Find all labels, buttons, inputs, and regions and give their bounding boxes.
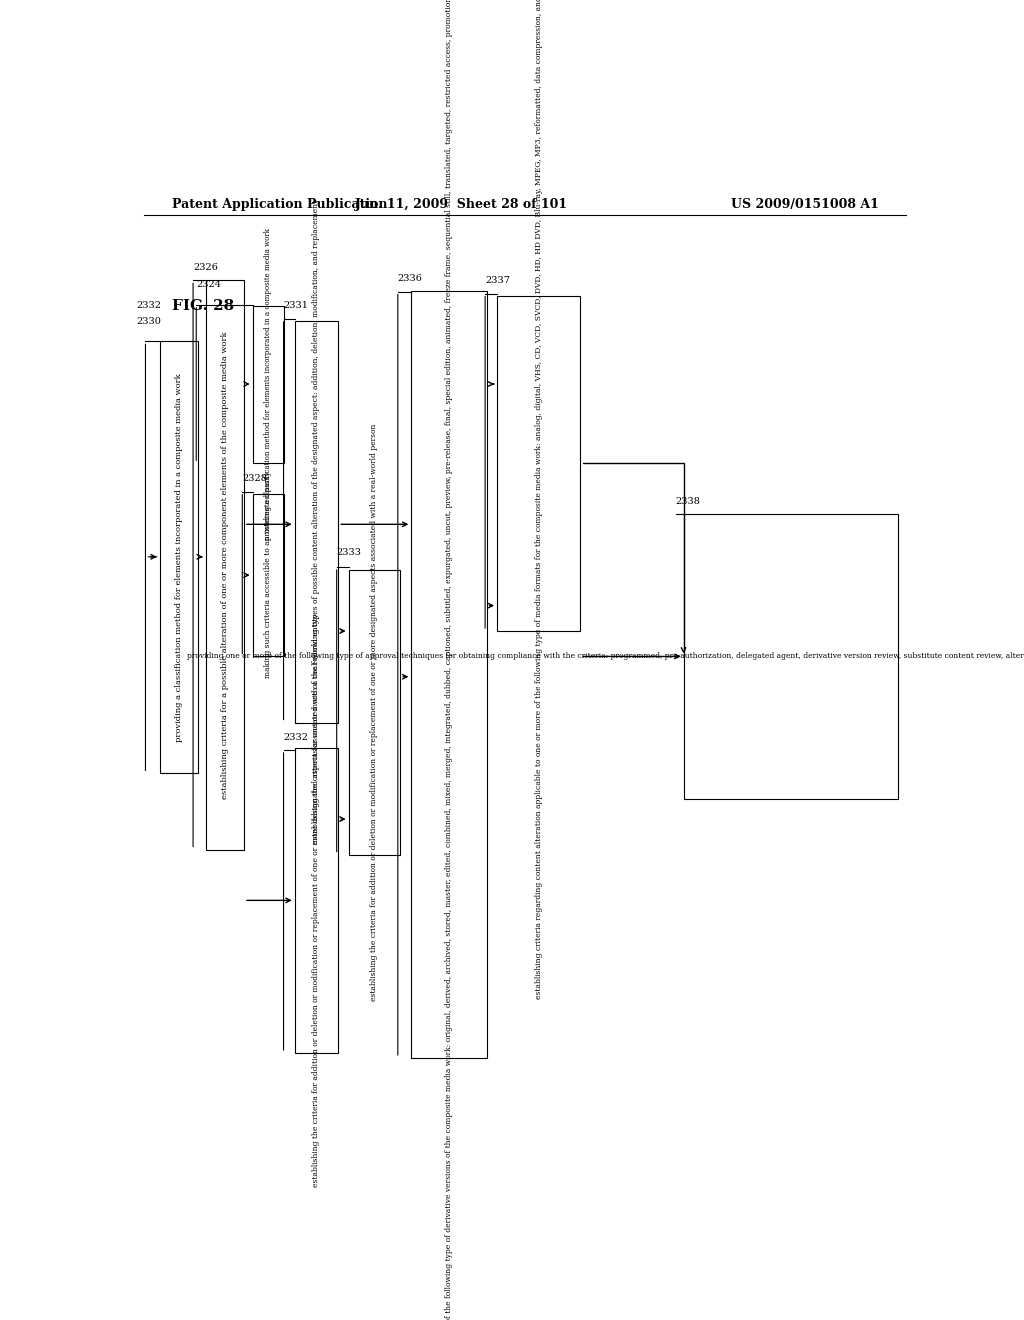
Bar — [348, 570, 400, 854]
Text: 2338: 2338 — [676, 498, 700, 507]
Text: providing a classification method for elements incorporated in a composite media: providing a classification method for el… — [264, 228, 272, 540]
Text: 2332: 2332 — [136, 301, 161, 310]
Text: establishing the criteria for addition or deletion or modification or replacemen: establishing the criteria for addition o… — [312, 614, 321, 1187]
Bar — [253, 306, 285, 463]
Text: providing a classification method for elements incorporated in a composite media: providing a classification method for el… — [175, 374, 183, 742]
Text: making such criteria accessible to an interested party: making such criteria accessible to an in… — [264, 471, 272, 678]
Bar — [295, 321, 338, 722]
Text: establishing criteria regarding content alteration applicable to one or more of : establishing criteria regarding content … — [445, 0, 453, 1320]
Bar — [412, 290, 486, 1057]
Text: establishing criteria regarding content alteration applicable to one or more of : establishing criteria regarding content … — [535, 0, 543, 999]
Text: 2326: 2326 — [194, 263, 218, 272]
Text: 2328: 2328 — [243, 474, 267, 483]
Text: establishing the criteria for one or more of the following types of possible con: establishing the criteria for one or mor… — [312, 199, 321, 843]
Text: Jun. 11, 2009  Sheet 28 of 101: Jun. 11, 2009 Sheet 28 of 101 — [354, 198, 568, 211]
Text: 2336: 2336 — [397, 273, 423, 282]
Text: 2333: 2333 — [337, 548, 361, 557]
Text: FIG. 28: FIG. 28 — [172, 298, 233, 313]
Bar — [206, 280, 244, 850]
Bar — [497, 296, 581, 631]
Text: establishing the criteria for addition or deletion or modification or replacemen: establishing the criteria for addition o… — [371, 424, 379, 1001]
Text: Patent Application Publication: Patent Application Publication — [172, 198, 387, 211]
Text: 2324: 2324 — [197, 280, 221, 289]
Text: 2337: 2337 — [485, 276, 510, 285]
Bar — [253, 494, 285, 656]
Text: 2332: 2332 — [284, 733, 308, 742]
Text: 2330: 2330 — [136, 317, 161, 326]
Bar — [160, 342, 198, 774]
Bar — [684, 515, 898, 799]
Bar — [295, 748, 338, 1053]
Text: establishing criteria for a possible alteration of one or more component element: establishing criteria for a possible alt… — [221, 331, 228, 799]
Text: US 2009/0151008 A1: US 2009/0151008 A1 — [731, 198, 879, 211]
Text: providing one or more of the following type of approval techniques for obtaining: providing one or more of the following t… — [187, 652, 1024, 660]
Text: 2331: 2331 — [284, 301, 308, 310]
